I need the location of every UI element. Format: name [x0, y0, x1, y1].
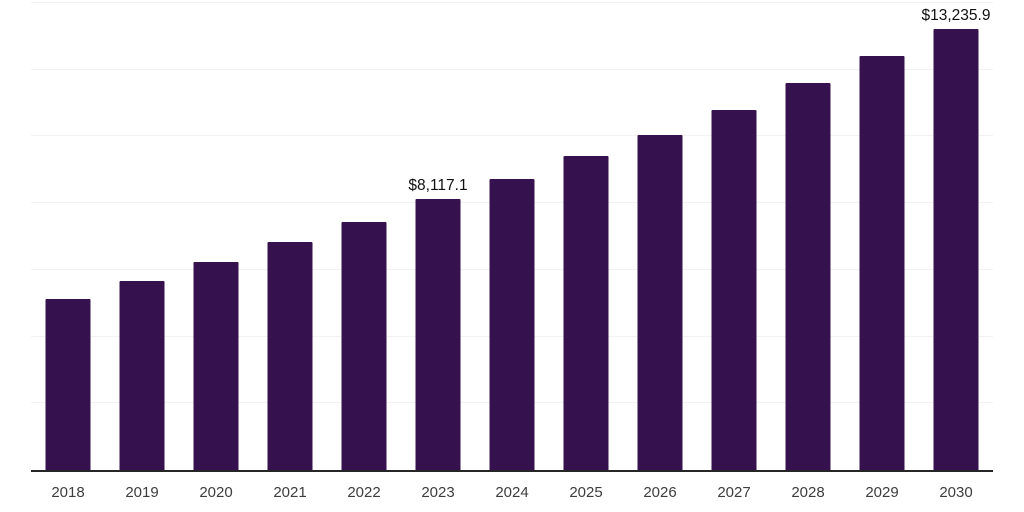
- x-tick-label-2024: 2024: [495, 484, 529, 501]
- bar-2028: [785, 83, 831, 470]
- bar-2025: [563, 156, 609, 470]
- x-tick-label-2030: 2030: [939, 484, 973, 501]
- x-tick-label-2021: 2021: [273, 484, 307, 501]
- x-tick-label-2018: 2018: [51, 484, 85, 501]
- bar-2020: [193, 262, 239, 470]
- bar-slot: [623, 3, 697, 470]
- bar-2027: [711, 110, 757, 470]
- bar-slot: [327, 3, 401, 470]
- bar-value-label-2030: $13,235.9: [921, 6, 991, 24]
- bar-slot: [845, 3, 919, 470]
- bar-slot: [179, 3, 253, 470]
- bar-2030: [933, 28, 979, 470]
- x-tick-label-2025: 2025: [569, 484, 603, 501]
- bar-2024: [489, 179, 535, 470]
- bar-slot: $8,117.1: [401, 3, 475, 470]
- bar-slot: $13,235.9: [919, 3, 993, 470]
- bar-2021: [267, 242, 313, 470]
- bar-slot: [105, 3, 179, 470]
- bar-slot: [475, 3, 549, 470]
- x-tick-label-2028: 2028: [791, 484, 825, 501]
- x-tick-label-2019: 2019: [125, 484, 159, 501]
- x-axis-labels: 2018 2019 2020 2021 2022 2023 2024 2025 2026 2027…: [31, 484, 993, 502]
- bars-row: $8,117.1 $13,235.9: [31, 3, 993, 470]
- bar-slot: [31, 3, 105, 470]
- bar-2022: [341, 222, 387, 470]
- bar-value-label-2023: $8,117.1: [408, 177, 468, 195]
- bar-2026: [637, 134, 683, 470]
- gridline: [31, 68, 993, 70]
- gridline: [31, 135, 993, 137]
- bar-2023: [415, 199, 461, 470]
- x-tick-label-2027: 2027: [717, 484, 751, 501]
- bar-slot: [549, 3, 623, 470]
- bar-slot: [697, 3, 771, 470]
- bar-slot: [771, 3, 845, 470]
- x-tick-label-2029: 2029: [865, 484, 899, 501]
- x-tick-label-2026: 2026: [643, 484, 677, 501]
- bar-2029: [859, 56, 905, 470]
- x-tick-label-2020: 2020: [199, 484, 233, 501]
- plot-area: $8,117.1 $13,235.9: [31, 2, 993, 470]
- bar-2018: [45, 299, 91, 470]
- bar-slot: [253, 3, 327, 470]
- x-tick-label-2023: 2023: [421, 484, 455, 501]
- x-axis-line: [31, 470, 993, 472]
- bar-2019: [119, 281, 165, 470]
- gridline: [31, 2, 993, 3]
- x-tick-label-2022: 2022: [347, 484, 381, 501]
